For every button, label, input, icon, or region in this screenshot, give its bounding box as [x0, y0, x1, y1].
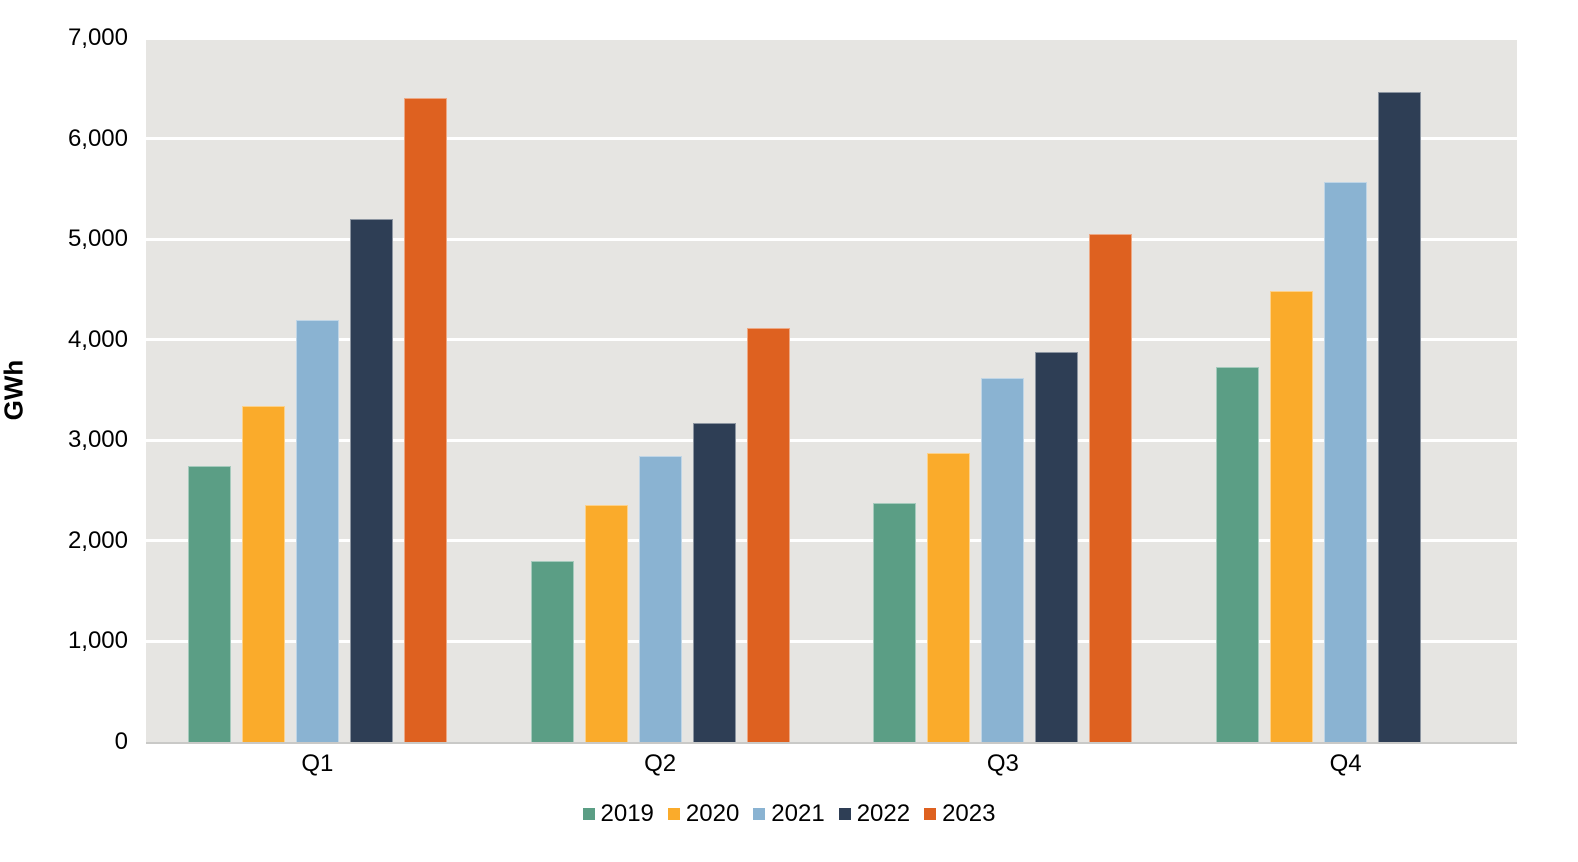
legend-swatch-icon: [838, 808, 851, 820]
bar-group-q2: [489, 38, 832, 742]
x-label-q4: Q4: [1329, 750, 1362, 777]
plot-area: [146, 36, 1517, 744]
bar-2022-q1: [349, 219, 393, 742]
gridline-5000: [146, 237, 1517, 241]
legend-swatch-icon: [582, 808, 595, 820]
y-axis-title: GWh: [0, 359, 29, 421]
gridline-2000: [146, 539, 1517, 543]
gridline-4000: [146, 338, 1517, 342]
legend-item-2021: 2021: [753, 800, 825, 828]
gridline-6000: [146, 137, 1517, 141]
bar-2019-q1: [187, 466, 231, 742]
legend-label: 2022: [856, 800, 911, 827]
y-tick-5000: 5,000: [67, 225, 128, 253]
y-tick-0: 0: [114, 728, 128, 755]
gridline-3000: [146, 438, 1517, 442]
bar-2022-q2: [692, 423, 736, 742]
y-tick-7000: 7,000: [67, 24, 128, 51]
legend-label: 2023: [942, 800, 996, 827]
bar-2021-q4: [1324, 181, 1368, 742]
bar-group-q1: [146, 38, 489, 742]
gridline-7000: [146, 36, 1517, 40]
bar-2020-q3: [927, 453, 971, 742]
bar-2020-q1: [241, 406, 285, 742]
bar-2021-q2: [638, 456, 682, 742]
bar-2023-q2: [746, 327, 790, 742]
bar-2019-q2: [530, 560, 574, 742]
bar-2020-q4: [1270, 291, 1314, 742]
x-label-q1: Q1: [301, 750, 334, 777]
bar-2019-q4: [1216, 366, 1260, 742]
bar-2023-q1: [403, 98, 447, 742]
bar-group-q3: [832, 38, 1175, 742]
y-tick-1000: 1,000: [67, 627, 128, 655]
y-tick-4000: 4,000: [67, 325, 128, 353]
bar-group-q4: [1174, 38, 1517, 742]
bar-2022-q4: [1378, 92, 1422, 742]
legend-swatch-icon: [924, 808, 937, 820]
legend: 2019 2020 2021 2022 2023: [0, 800, 1578, 828]
legend-swatch-icon: [667, 808, 680, 820]
legend-item-2020: 2020: [667, 800, 740, 828]
x-label-q3: Q3: [986, 750, 1019, 777]
y-tick-2000: 2,000: [67, 526, 128, 554]
legend-item-2022: 2022: [838, 800, 911, 828]
legend-item-2019: 2019: [582, 800, 654, 828]
bar-2022-q3: [1035, 351, 1079, 742]
bar-2019-q3: [873, 502, 917, 742]
y-tick-6000: 6,000: [67, 124, 128, 152]
legend-item-2023: 2023: [924, 800, 995, 828]
bar-2020-q2: [584, 504, 628, 742]
bar-2021-q3: [981, 377, 1025, 742]
legend-label: 2019: [600, 800, 654, 827]
legend-swatch-icon: [753, 808, 766, 820]
y-tick-3000: 3,000: [67, 426, 128, 454]
legend-label: 2021: [771, 800, 825, 827]
bar-2021-q1: [295, 319, 339, 742]
gridline-1000: [146, 639, 1517, 643]
x-label-q2: Q2: [644, 750, 677, 777]
bar-2023-q3: [1089, 234, 1133, 742]
legend-label: 2020: [685, 800, 740, 827]
